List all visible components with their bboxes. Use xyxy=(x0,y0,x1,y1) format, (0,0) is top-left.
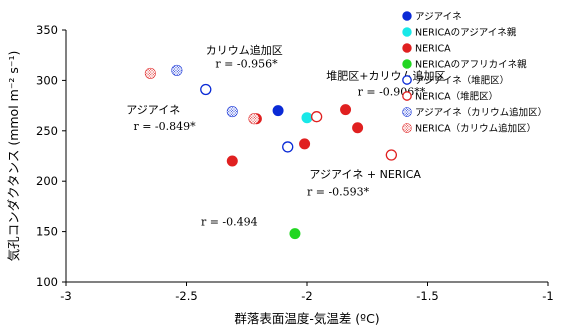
legend-marker xyxy=(402,75,412,85)
legend-marker xyxy=(402,91,412,101)
data-point xyxy=(385,149,398,161)
data-point xyxy=(352,122,364,134)
annotation-k-r: r = -0.956* xyxy=(215,57,278,70)
x-tick-label: -1.5 xyxy=(416,289,438,303)
annotation-asia-r: r = -0.849* xyxy=(133,120,196,133)
annotation-asia-label: アジアイネ xyxy=(126,104,180,117)
legend-label: アジアイネ（カリウム追加区） xyxy=(415,107,547,119)
data-point xyxy=(301,112,313,124)
annotation-dk-label: 堆肥区+カリウム追加区 xyxy=(326,68,445,82)
y-tick-label: 200 xyxy=(36,174,58,188)
data-point xyxy=(226,155,238,167)
legend-label: NERICAのアジアイネ親 xyxy=(415,27,517,39)
legend-marker xyxy=(402,123,412,133)
y-axis-label: 気孔コンダクタンス (mmol m⁻² s⁻¹) xyxy=(6,51,21,262)
x-tick-label: -1 xyxy=(542,289,553,303)
data-point xyxy=(226,106,238,118)
y-axis-ticks: 100 150 200 250 300 350 xyxy=(36,23,66,289)
data-point xyxy=(272,105,284,117)
x-axis-label: 群落表面温度-気温差 (ºC) xyxy=(234,311,379,326)
legend-label: アジアイネ xyxy=(415,12,462,23)
legend-marker xyxy=(402,43,412,53)
y-tick-label: 150 xyxy=(36,225,58,239)
annotation-k-label: カリウム追加区 xyxy=(206,43,283,57)
legend-label: NERICA xyxy=(415,44,451,55)
legend-marker xyxy=(402,59,412,69)
x-tick-label: -3 xyxy=(60,289,71,303)
data-point xyxy=(289,228,301,240)
data-point xyxy=(200,83,212,96)
legend-marker xyxy=(402,107,412,117)
data-point xyxy=(340,104,352,116)
x-axis-ticks: -3 -2.5 -2 -1.5 -1 xyxy=(60,282,554,303)
data-point xyxy=(248,113,260,125)
y-tick-label: 350 xyxy=(36,23,58,37)
data-points xyxy=(144,64,398,240)
data-point xyxy=(282,141,294,153)
legend-marker xyxy=(402,27,412,37)
data-point xyxy=(171,64,183,76)
y-tick-label: 300 xyxy=(36,73,58,87)
legend: アジアイネNERICAのアジアイネ親NERICANERICAのアフリカイネ親アジ… xyxy=(402,11,547,135)
annotation-an-label: アジアイネ + NERICA xyxy=(309,168,421,181)
data-point xyxy=(144,67,156,79)
x-tick-label: -2.5 xyxy=(175,289,197,303)
data-point xyxy=(299,138,311,150)
legend-label: NERICA（カリウム追加区） xyxy=(415,123,536,135)
legend-label: NERICAのアフリカイネ親 xyxy=(415,59,527,71)
y-tick-label: 100 xyxy=(36,275,58,289)
legend-label: NERICA（堆肥区） xyxy=(415,91,498,103)
x-tick-label: -2 xyxy=(301,289,312,303)
legend-marker xyxy=(402,11,412,21)
annotation-nr-r: r = -0.494 xyxy=(201,216,258,229)
legend-label: アジアイネ（堆肥区） xyxy=(415,75,509,87)
annotation-an-r: r = -0.593* xyxy=(307,185,370,198)
data-point xyxy=(310,111,323,123)
y-tick-label: 250 xyxy=(36,124,58,138)
